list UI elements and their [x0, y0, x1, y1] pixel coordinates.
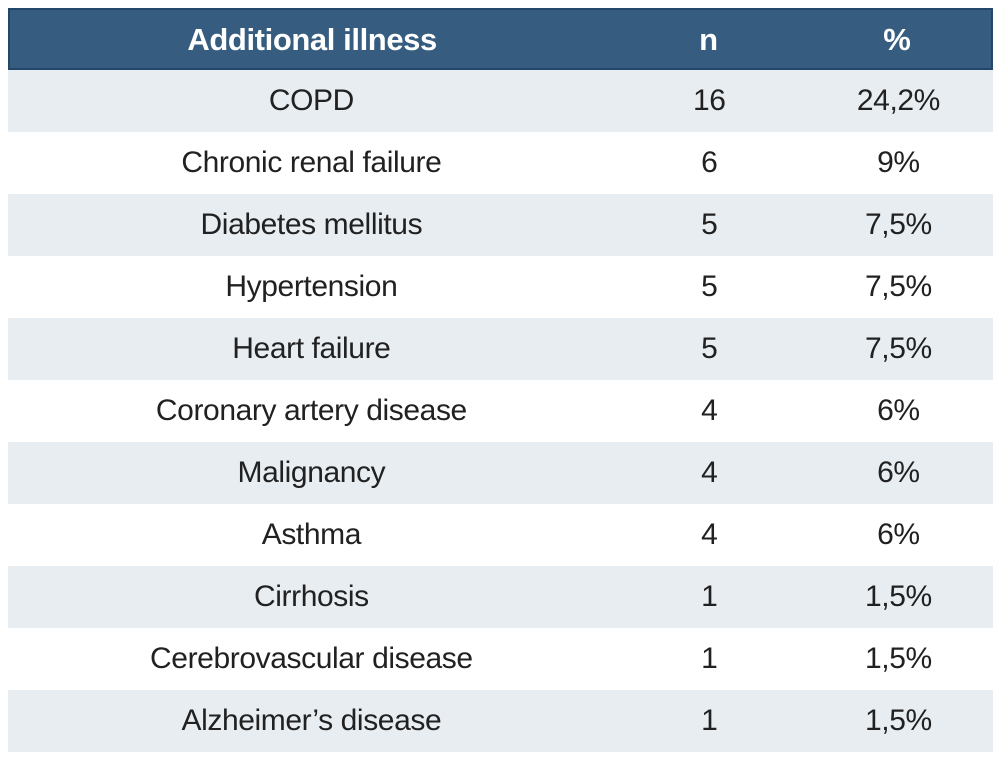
- table-row: Cirrhosis 1 1,5%: [8, 566, 993, 628]
- cell-percent: 1,5%: [865, 704, 932, 737]
- table-row: Malignancy 4 6%: [8, 442, 993, 504]
- cell-percent: 7,5%: [865, 332, 932, 365]
- header-cell-n: n: [699, 21, 718, 57]
- cell-illness: Coronary artery disease: [155, 394, 467, 427]
- cell-percent: 7,5%: [865, 208, 932, 241]
- table-row: Chronic renal failure 6 9%: [8, 132, 993, 194]
- table-body: COPD 16 24,2% Chronic renal failure 6 9%…: [8, 70, 993, 752]
- cell-percent: 9%: [877, 146, 920, 179]
- cell-illness: Alzheimer’s disease: [181, 704, 442, 737]
- cell-illness: Asthma: [261, 518, 362, 551]
- cell-n: 16: [693, 84, 726, 117]
- table-row: Hypertension 5 7,5%: [8, 256, 993, 318]
- cell-n: 4: [701, 394, 718, 427]
- cell-illness: Chronic renal failure: [181, 146, 442, 179]
- cell-percent: 6%: [877, 394, 920, 427]
- cell-percent: 7,5%: [865, 270, 932, 303]
- cell-n: 5: [701, 332, 718, 365]
- table-row: COPD 16 24,2%: [8, 70, 993, 132]
- table-row: Cerebrovascular disease 1 1,5%: [8, 628, 993, 690]
- cell-n: 6: [701, 146, 718, 179]
- cell-illness: Diabetes mellitus: [200, 208, 423, 241]
- cell-percent: 24,2%: [856, 84, 940, 117]
- cell-n: 1: [701, 642, 718, 675]
- cell-n: 1: [701, 580, 718, 613]
- cell-percent: 1,5%: [865, 642, 932, 675]
- cell-percent: 1,5%: [865, 580, 932, 613]
- cell-n: 5: [701, 208, 718, 241]
- cell-illness: Hypertension: [225, 270, 398, 303]
- cell-illness: Heart failure: [232, 332, 391, 365]
- cell-illness: Cirrhosis: [254, 580, 369, 613]
- table-row: Coronary artery disease 4 6%: [8, 380, 993, 442]
- table-header-row: Additional illness n %: [8, 8, 993, 70]
- cell-n: 4: [701, 518, 718, 551]
- cell-illness: COPD: [268, 84, 354, 117]
- cell-illness: Malignancy: [237, 456, 386, 489]
- cell-n: 1: [701, 704, 718, 737]
- table-row: Asthma 4 6%: [8, 504, 993, 566]
- header-cell-illness: Additional illness: [187, 21, 437, 57]
- cell-n: 5: [701, 270, 718, 303]
- table-row: Diabetes mellitus 5 7,5%: [8, 194, 993, 256]
- table-row: Alzheimer’s disease 1 1,5%: [8, 690, 993, 752]
- header-cell-percent: %: [883, 21, 911, 57]
- additional-illness-table: Additional illness n % COPD 16 24,2% Chr…: [8, 8, 993, 752]
- cell-n: 4: [701, 456, 718, 489]
- table-row: Heart failure 5 7,5%: [8, 318, 993, 380]
- cell-illness: Cerebrovascular disease: [150, 642, 473, 675]
- cell-percent: 6%: [877, 518, 920, 551]
- cell-percent: 6%: [877, 456, 920, 489]
